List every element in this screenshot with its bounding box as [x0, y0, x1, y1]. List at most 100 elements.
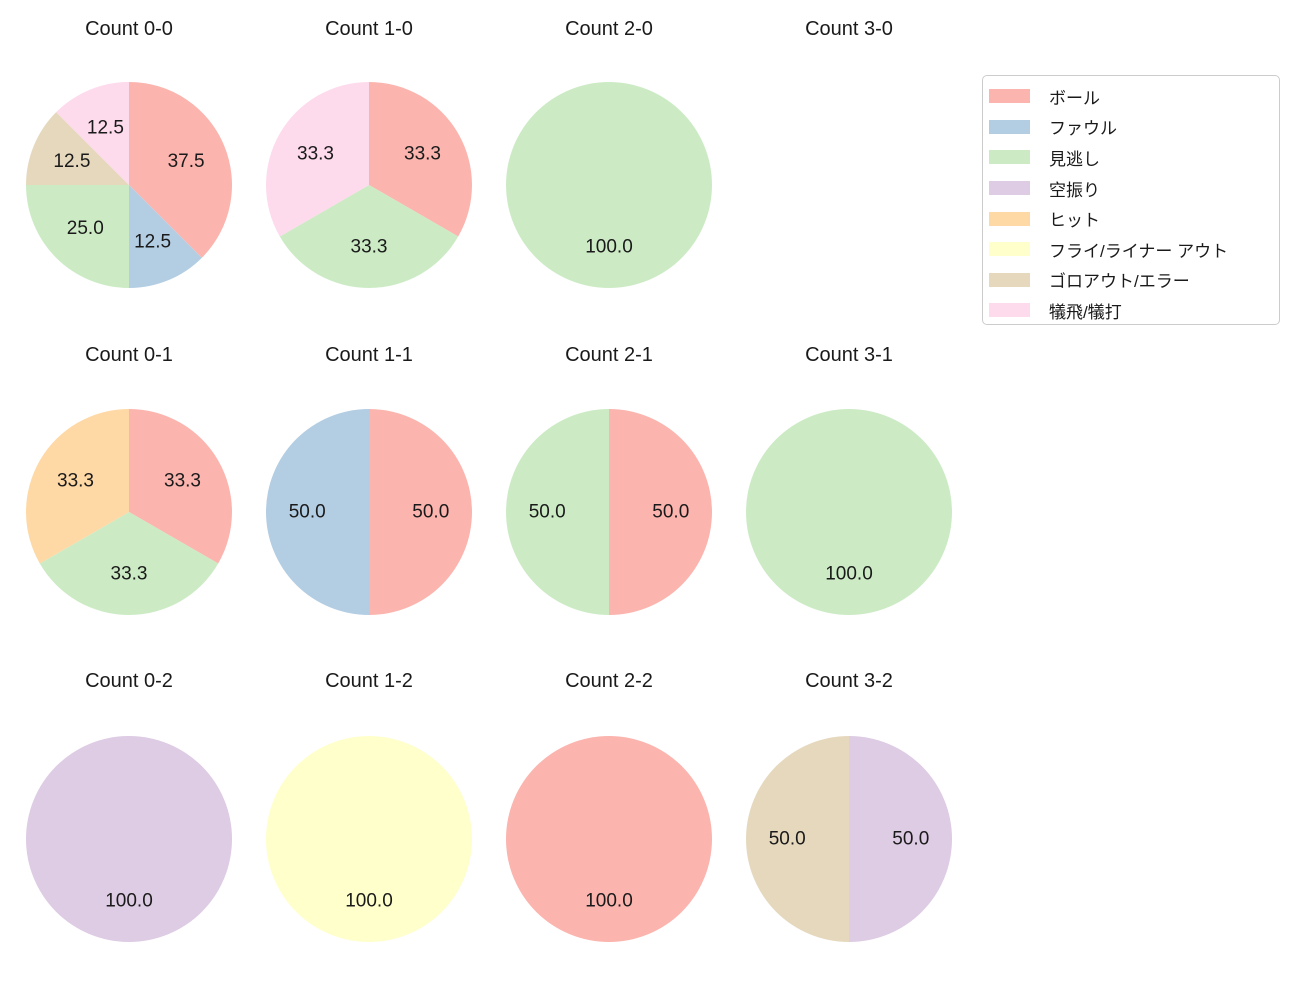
pie-percent-label: 50.0: [652, 502, 689, 523]
pie-slice: [39, 512, 219, 615]
legend-swatch: [989, 119, 1030, 134]
pie-cell: Count 0-0 37.5 12.5 25.0 12.5 12.5: [9, 14, 249, 314]
pie-slice: [746, 736, 849, 942]
pie-cell: Count 2-2 100.0: [489, 666, 729, 966]
pie-cell: Count 3-1 100.0: [729, 340, 969, 640]
pie-slice: [369, 82, 472, 237]
pie-slice: [609, 409, 712, 615]
pie-cell: Count 3-0: [729, 14, 969, 314]
pie-slice: [266, 409, 369, 615]
pie-slice: [506, 409, 609, 615]
pie-percent-label: 50.0: [412, 502, 449, 523]
pie-percent-label: 100.0: [105, 890, 153, 911]
pie-cell: Count 0-2 100.0: [9, 666, 249, 966]
pie-cell: Count 3-2 50.0 50.0: [729, 666, 969, 966]
pie-chart: 50.0 50.0: [506, 409, 712, 615]
pie-chart: 33.3 33.3 33.3: [266, 82, 472, 288]
pie-title: Count 1-2: [325, 670, 413, 692]
pie-percent-label: 12.5: [53, 151, 90, 172]
legend-item: ゴロアウト/エラー: [989, 265, 1279, 296]
pie-slice: [26, 409, 129, 564]
pie-percent-label: 33.3: [111, 563, 148, 584]
pie-slice: [279, 185, 459, 288]
pie-percent-label: 37.5: [168, 151, 205, 172]
legend-label: 見逃し: [1049, 149, 1100, 169]
pie-slice: [369, 409, 472, 615]
pie-slice: [56, 82, 129, 185]
legend-swatch: [989, 181, 1030, 196]
pie-title: Count 1-1: [325, 344, 413, 366]
pie-title: Count 0-1: [85, 344, 173, 366]
pie-percent-label: 100.0: [825, 563, 873, 584]
pie-percent-label: 50.0: [529, 502, 566, 523]
pie-slice: [506, 736, 712, 942]
pie-title: Count 0-0: [85, 18, 173, 40]
legend-item: ヒット: [989, 203, 1279, 234]
pie-percent-label: 50.0: [892, 829, 929, 850]
pie-chart: 100.0: [506, 736, 712, 942]
pie-chart: 100.0: [746, 409, 952, 615]
legend-label: フライ/ライナー アウト: [1049, 241, 1229, 261]
pie-percent-label: 50.0: [769, 829, 806, 850]
legend-label: ヒット: [1049, 211, 1100, 231]
pie-title: Count 3-2: [805, 670, 893, 692]
pie-chart: 100.0: [266, 736, 472, 942]
pie-percent-label: 100.0: [585, 236, 633, 257]
pie-percent-label: 33.3: [404, 144, 441, 165]
pie-cell: Count 0-1 33.3 33.3 33.3: [9, 340, 249, 640]
pie-slice: [129, 185, 202, 288]
pie-percent-label: 33.3: [297, 144, 334, 165]
pie-slice: [26, 185, 129, 288]
pie-chart: 33.3 33.3 33.3: [26, 409, 232, 615]
legend-label: 犠飛/犠打: [1049, 302, 1122, 322]
pie-slice: [266, 82, 369, 237]
legend-swatch: [989, 150, 1030, 165]
pie-slice: [129, 82, 232, 258]
pie-percent-label: 100.0: [345, 890, 393, 911]
pie-slice: [129, 409, 232, 564]
legend-swatch: [989, 242, 1030, 257]
pie-chart: [729, 65, 969, 305]
legend-swatch: [989, 211, 1030, 226]
pie-slice: [849, 736, 952, 942]
pie-cell: Count 1-1 50.0 50.0: [249, 340, 489, 640]
pie-slice: [746, 409, 952, 615]
legend-swatch: [989, 303, 1030, 318]
pie-cell: Count 2-0 100.0: [489, 14, 729, 314]
pie-percent-label: 12.5: [87, 117, 124, 138]
legend-label: ゴロアウト/エラー: [1049, 272, 1190, 292]
pie-slice: [266, 736, 472, 942]
legend-label: 空振り: [1049, 180, 1100, 200]
pie-title: Count 2-2: [565, 670, 653, 692]
pie-percent-label: 25.0: [67, 218, 104, 239]
pie-chart: 50.0 50.0: [266, 409, 472, 615]
pie-percent-label: 33.3: [164, 471, 201, 492]
legend-item: ファウル: [989, 112, 1279, 143]
legend-item: 見逃し: [989, 142, 1279, 173]
pie-title: Count 0-2: [85, 670, 173, 692]
legend: ボール ファウル 見逃し 空振り ヒット フライ/ライナー アウト ゴロアウト/…: [982, 75, 1280, 325]
legend-swatch: [989, 272, 1030, 287]
pie-percent-label: 100.0: [585, 890, 633, 911]
pie-title: Count 3-1: [805, 344, 893, 366]
pie-slice: [26, 736, 232, 942]
pie-percent-label: 12.5: [134, 232, 171, 253]
pie-chart: 37.5 12.5 25.0 12.5 12.5: [26, 82, 232, 288]
legend-item: フライ/ライナー アウト: [989, 234, 1279, 265]
pie-percent-label: 33.3: [351, 236, 388, 257]
pie-title: Count 2-0: [565, 18, 653, 40]
pie-cell: Count 2-1 50.0 50.0: [489, 340, 729, 640]
legend-item: 犠飛/犠打: [989, 295, 1279, 326]
legend-label: ファウル: [1049, 119, 1117, 139]
pie-slice: [506, 82, 712, 288]
pie-slice: [26, 112, 129, 185]
pie-percent-label: 33.3: [57, 471, 94, 492]
pie-cell: Count 1-0 33.3 33.3 33.3: [249, 14, 489, 314]
pie-title: Count 3-0: [805, 18, 893, 40]
legend-swatch: [989, 89, 1030, 104]
pie-title: Count 1-0: [325, 18, 413, 40]
legend-item: ボール: [989, 81, 1279, 112]
pie-title: Count 2-1: [565, 344, 653, 366]
pie-percent-label: 50.0: [289, 502, 326, 523]
